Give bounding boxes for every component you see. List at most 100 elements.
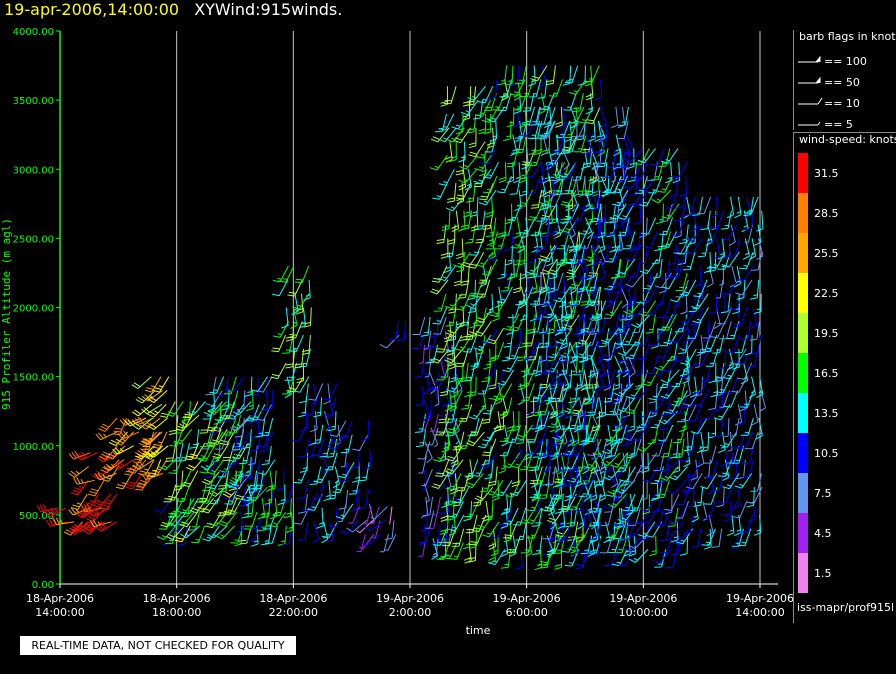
speed-color-box: [798, 553, 808, 593]
wind-barb: [539, 120, 551, 140]
x-tick-time: 18:00:00: [152, 606, 201, 619]
wind-barb: [543, 300, 558, 318]
wind-barb: [482, 397, 498, 415]
wind-barb: [555, 120, 571, 139]
wind-barb: [530, 65, 548, 82]
wind-barb: [708, 418, 717, 439]
wind-barb: [587, 438, 602, 456]
wind-barb: [645, 314, 656, 334]
wind-barb: [710, 210, 725, 229]
wind-barb: [209, 487, 224, 505]
wind-barb: [203, 401, 223, 416]
wind-barb: [687, 321, 702, 339]
wind-barb: [297, 480, 309, 499]
wind-barb: [588, 162, 599, 182]
wind-barb: [465, 473, 484, 489]
wind-barb: [480, 148, 497, 165]
wind-barb: [641, 466, 659, 483]
wind-barb: [260, 390, 269, 412]
wind-barb: [441, 487, 449, 508]
wind-barb: [686, 224, 703, 242]
wind-barb: [423, 372, 431, 395]
wind-barb: [756, 376, 764, 399]
wind-barb: [298, 348, 311, 368]
wind-barb: [512, 328, 522, 349]
wind-barb: [112, 445, 134, 455]
y-tick-label: 3000.00: [13, 165, 54, 176]
wind-barb: [277, 525, 287, 546]
wind-barb: [467, 85, 486, 101]
wind-barb: [180, 511, 199, 528]
wind-barb: [288, 334, 304, 353]
wind-barb: [726, 334, 740, 353]
wind-barb: [591, 535, 601, 556]
wind-barb: [520, 369, 536, 387]
wind-barb: [70, 480, 89, 496]
wind-barb: [488, 79, 498, 100]
wind-barb: [607, 314, 620, 333]
wind-barb: [356, 534, 366, 553]
wind-barb: [440, 238, 449, 259]
wind-barb: [717, 293, 726, 315]
wind-barb: [756, 238, 764, 260]
wind-barb: [498, 162, 507, 183]
wind-barb: [432, 182, 448, 200]
wind-barb: [563, 369, 573, 390]
wind-barb: [727, 238, 741, 257]
wind-barb: [733, 487, 741, 509]
wind-barb: [313, 397, 323, 418]
wind-barb: [561, 162, 577, 180]
wind-barb: [650, 148, 665, 166]
wind-barb: [736, 279, 746, 300]
wind-barb: [433, 293, 447, 312]
wind-barb: [299, 452, 309, 473]
wind-barb: [621, 355, 637, 374]
wind-barb: [605, 245, 620, 263]
wind-barb: [227, 376, 245, 392]
wind-barb: [753, 293, 762, 314]
wind-barb: [605, 397, 619, 416]
wind-barb: [388, 321, 399, 341]
wind-barb: [297, 438, 310, 458]
wind-barb: [564, 65, 579, 84]
wind-barb: [91, 493, 112, 508]
wind-barb: [601, 369, 616, 388]
wind-barb: [589, 203, 602, 223]
wind-barb: [304, 397, 317, 416]
wind-barb: [495, 480, 513, 497]
wind-barb: [515, 424, 534, 441]
wind-barb: [547, 493, 555, 516]
wind-barb: [527, 341, 540, 361]
wind-barb: [530, 314, 543, 333]
wind-barb: [310, 411, 318, 433]
wind-barb: [504, 65, 514, 86]
wind-barb: [734, 196, 742, 219]
wind-barb: [139, 417, 161, 430]
wind-barb: [278, 265, 295, 283]
wind-barb: [576, 397, 584, 419]
wind-barb: [444, 141, 453, 163]
wind-barb: [200, 456, 221, 471]
wind-barb: [617, 217, 630, 237]
wind-barb: [441, 431, 450, 453]
wind-barb: [546, 245, 554, 267]
wind-barb: [489, 120, 498, 142]
wind-barb: [292, 376, 310, 393]
wind-barb: [458, 404, 473, 422]
wind-barb: [522, 93, 535, 112]
wind-barb: [665, 521, 685, 536]
wind-barb: [604, 272, 619, 290]
wind-barb: [486, 217, 497, 238]
wind-barb: [641, 452, 649, 474]
wind-barb: [484, 501, 494, 522]
wind-barb: [539, 342, 548, 363]
wind-barb: [670, 521, 679, 543]
wind-barb: [529, 300, 538, 322]
wind-barb: [449, 542, 464, 560]
wind-barb: [530, 189, 543, 209]
wind-barb: [431, 265, 448, 283]
wind-barb: [538, 272, 550, 292]
wind-barb: [637, 521, 656, 538]
wind-barb: [731, 376, 748, 393]
wind-barb: [611, 106, 619, 129]
